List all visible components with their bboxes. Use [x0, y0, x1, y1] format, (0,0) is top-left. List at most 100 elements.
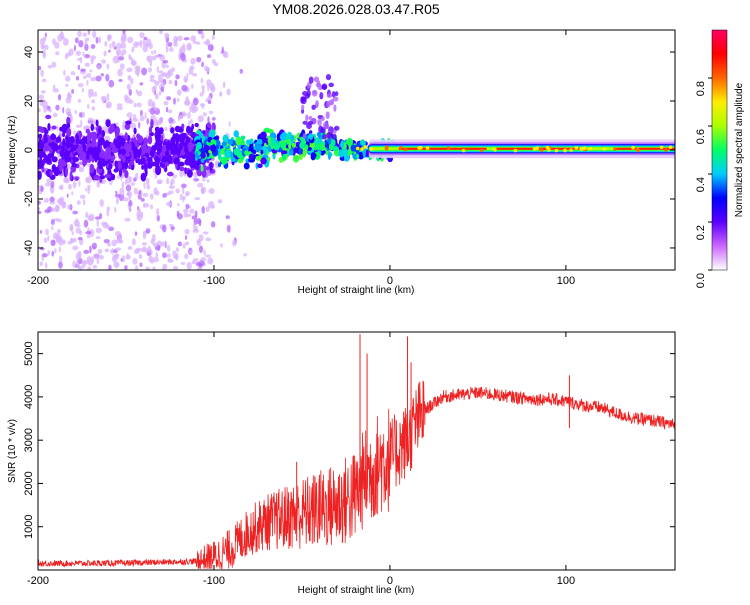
spectrogram-noise-point [124, 217, 131, 222]
spectrogram-noise-point [78, 180, 81, 187]
spectrogram-noise-point [119, 187, 125, 196]
spectrogram-noise-point [75, 227, 81, 234]
spectrogram-noise-point [65, 52, 72, 57]
spectrogram-core-point [93, 174, 101, 181]
spectrogram-noise-point [199, 92, 204, 97]
spectrogram-noise-point [175, 247, 180, 252]
spectrogram-core-point [38, 141, 42, 149]
spectrogram-noise-point [72, 260, 76, 268]
spectrogram-noise-point [87, 30, 90, 36]
spectrogram-noise-point [149, 193, 154, 200]
spectrogram-scatter-point [327, 151, 332, 160]
spectrogram-core-point [62, 138, 66, 148]
spectrogram-noise-point [96, 258, 100, 265]
spectrogram-noise-point [197, 115, 204, 123]
spectrogram-core-point [113, 168, 119, 173]
spectrogram-noise-point [51, 250, 55, 257]
spectrogram-core-point [133, 153, 138, 160]
spectrogram-band-dot [659, 145, 664, 150]
spectrogram-core-point [104, 151, 109, 162]
spectrogram-noise-point [41, 78, 47, 83]
spectrogram-noise-point [128, 56, 134, 61]
spectrogram-noise-point [192, 97, 199, 106]
spectrogram-noise-point [201, 205, 205, 214]
spectrogram-noise-point [88, 213, 95, 222]
snr-ytick-label: 3000 [23, 428, 35, 452]
spectrogram-noise-point [139, 32, 145, 39]
spectrogram-core-point [154, 156, 161, 164]
spectrogram-streak-point [318, 125, 324, 133]
spectrogram-noise-point [198, 245, 204, 254]
spectrogram-scatter-point [257, 163, 263, 169]
spectrogram-core-point [75, 134, 80, 145]
spectrogram-noise-point [192, 40, 198, 44]
spectrogram-noise-point [202, 231, 209, 235]
spectrogram-noise-point [95, 236, 101, 240]
spectrogram-noise-point [153, 106, 158, 111]
snr-xlabel: Height of straight line (km) [298, 585, 415, 596]
spectrogram-noise-point [68, 183, 72, 190]
spectrogram-noise-point [207, 95, 211, 102]
colorbar-tick-label: 0.8 [695, 81, 707, 96]
spectrogram-streak-point [311, 104, 316, 110]
spectrogram-xtick-label: -200 [27, 275, 49, 287]
spectrogram-core-point [174, 133, 180, 143]
spectrogram-noise-point [77, 30, 82, 38]
spectrogram-noise-point [82, 75, 87, 80]
spectrogram-noise-point [172, 174, 177, 179]
spectrogram-noise-point [159, 54, 166, 61]
spectrogram-noise-point [185, 203, 190, 210]
spectrogram-noise-point [74, 109, 77, 115]
spectrogram-noise-point [176, 35, 183, 41]
spectrogram-noise-point [85, 214, 89, 218]
spectrogram-noise-point [120, 42, 127, 49]
spectrogram-noise-point [183, 37, 190, 41]
spectrogram-noise-point [60, 30, 63, 38]
spectrogram-noise-point [87, 259, 94, 266]
spectrogram-noise-point [50, 239, 56, 247]
spectrogram-noise-point [106, 93, 110, 101]
spectrogram-streak-point [302, 133, 306, 140]
spectrogram-noise-point [52, 232, 59, 240]
spectrogram-noise-point [181, 84, 188, 92]
spectrogram-noise-point [190, 35, 197, 42]
colorbar-frame [711, 29, 728, 271]
spectrogram-noise-point [189, 208, 195, 214]
spectrogram-scatter-point [233, 147, 240, 156]
spectrogram-noise-point [145, 177, 150, 186]
snr-ylabel: SNR (10 * v/v) [7, 419, 18, 483]
spectrogram-noise-point [115, 247, 122, 251]
spectrogram-streak-point [332, 96, 339, 102]
spectrogram-noise-point [75, 260, 79, 269]
spectrogram-noise-point [66, 92, 72, 99]
spectrogram-streak-point [317, 118, 322, 127]
spectrogram-noise-point [188, 67, 194, 76]
spectrogram-noise-point [154, 54, 160, 58]
spectrogram-noise-point [173, 265, 179, 270]
spectrogram-ylabel: Frequency (Hz) [7, 116, 18, 185]
spectrogram-core-point [73, 157, 80, 162]
spectrogram-streak-point [312, 90, 317, 95]
spectrogram-noise-point [173, 97, 176, 105]
spectrogram-noise-point [189, 250, 193, 254]
spectrogram-core-point [58, 163, 64, 172]
spectrogram-noise-point [89, 245, 92, 254]
spectrogram-noise-point [169, 46, 174, 52]
spectrogram-band-dot [602, 147, 607, 151]
spectrogram-noise-point [58, 261, 63, 269]
spectrogram-noise-point [115, 122, 119, 128]
spectrogram-scatter-point [255, 155, 262, 161]
spectrogram-band-dot [360, 147, 364, 151]
spectrogram-scatter-point [324, 141, 329, 148]
spectrogram-noise-point [65, 75, 71, 82]
spectrogram-noise-point [141, 242, 148, 246]
spectrogram-ytick-label: -20 [23, 191, 35, 207]
spectrogram-core-point [186, 125, 191, 134]
spectrogram-noise-point [223, 51, 229, 59]
spectrogram-noise-point [47, 64, 53, 69]
spectrogram-noise-point [58, 236, 63, 241]
spectrogram-band-dot [403, 147, 408, 152]
spectrogram-noise-point [82, 32, 88, 37]
spectrogram-ytick-label: 20 [23, 95, 35, 107]
spectrogram-scatter-point [208, 130, 215, 139]
